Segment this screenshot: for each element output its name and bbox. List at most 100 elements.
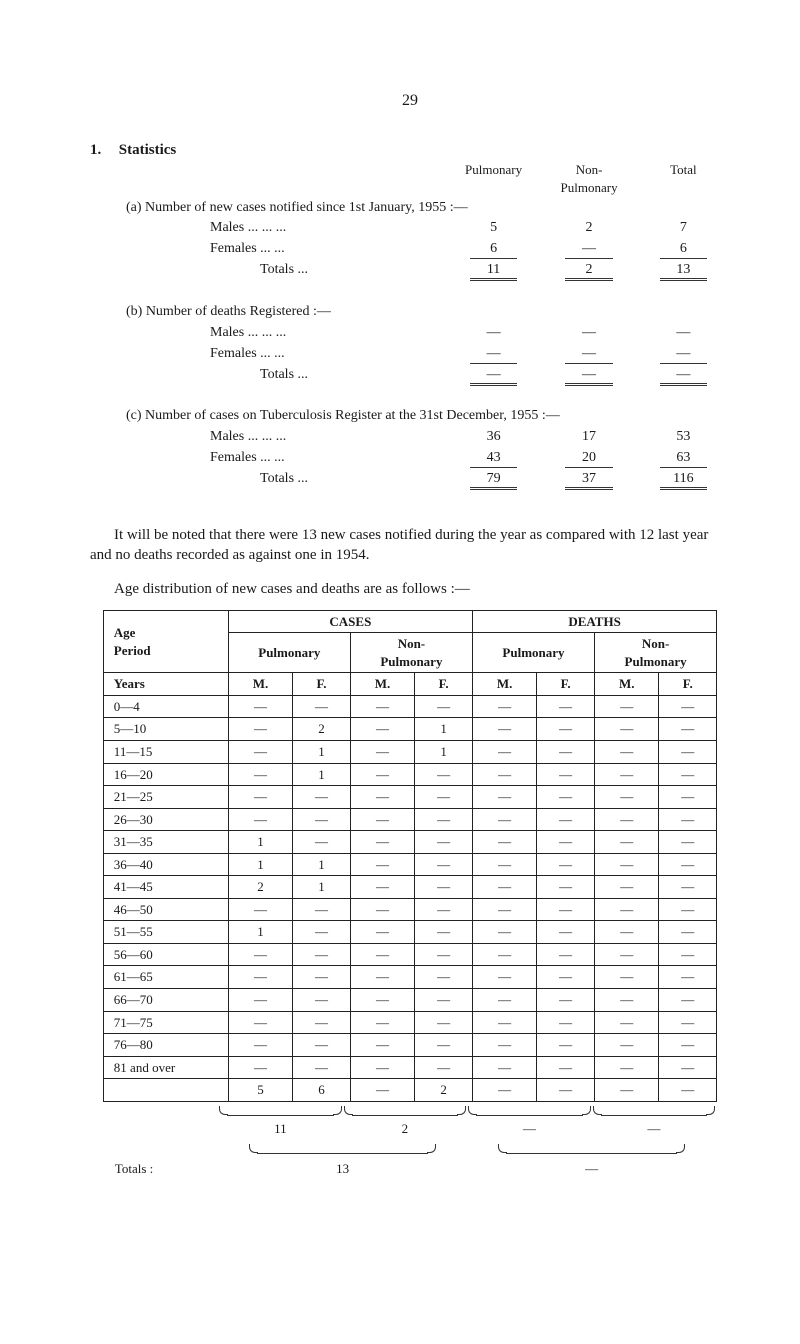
table-cell: — bbox=[537, 763, 595, 786]
age-label: 71—75 bbox=[103, 1011, 228, 1034]
table-cell: — bbox=[537, 966, 595, 989]
table-cell: — bbox=[293, 921, 351, 944]
age-label: 36—40 bbox=[103, 853, 228, 876]
table-cell: — bbox=[659, 763, 717, 786]
table-cell: — bbox=[228, 1011, 292, 1034]
table-cell: — bbox=[228, 898, 292, 921]
totals-label: Totals ... bbox=[90, 260, 446, 281]
table-cell: 2 bbox=[228, 876, 292, 899]
table-cell: — bbox=[537, 740, 595, 763]
table-cell: — bbox=[472, 921, 536, 944]
age-label: 16—20 bbox=[103, 763, 228, 786]
table-cell: — bbox=[350, 831, 414, 854]
table-cell: — bbox=[293, 786, 351, 809]
table-cell: — bbox=[595, 786, 659, 809]
age-header: Age Period bbox=[103, 610, 228, 673]
table-cell: — bbox=[293, 1034, 351, 1057]
table-cell: — bbox=[595, 831, 659, 854]
age-label: 56—60 bbox=[103, 943, 228, 966]
table-cell: — bbox=[537, 876, 595, 899]
table-cell: — bbox=[472, 988, 536, 1011]
table-cell: — bbox=[350, 763, 414, 786]
table-cell: — bbox=[595, 943, 659, 966]
table-cell: — bbox=[659, 921, 717, 944]
table-cell: — bbox=[293, 943, 351, 966]
row-label: Males ... ... ... bbox=[90, 218, 446, 239]
table-cell: — bbox=[537, 1011, 595, 1034]
table-cell: — bbox=[659, 988, 717, 1011]
table-cell: — bbox=[659, 1056, 717, 1079]
table-cell: — bbox=[472, 943, 536, 966]
col-header: Non- Pulmonary bbox=[541, 160, 636, 197]
table-cell: — bbox=[228, 763, 292, 786]
table-cell: — bbox=[595, 1034, 659, 1057]
table-cell: — bbox=[415, 695, 473, 718]
table-cell: — bbox=[415, 763, 473, 786]
table-cell: — bbox=[472, 740, 536, 763]
table-cell: — bbox=[595, 718, 659, 741]
table-cell: 1 bbox=[293, 876, 351, 899]
group-heading: (a) Number of new cases notified since 1… bbox=[90, 198, 730, 219]
table-cell: — bbox=[415, 898, 473, 921]
table-cell: — bbox=[415, 943, 473, 966]
table-cell: — bbox=[472, 808, 536, 831]
table-cell: — bbox=[537, 718, 595, 741]
table-cell: — bbox=[537, 831, 595, 854]
table-cell: — bbox=[228, 786, 292, 809]
table-cell: — bbox=[659, 876, 717, 899]
table-cell: — bbox=[659, 898, 717, 921]
table-cell: — bbox=[415, 1034, 473, 1057]
table-cell: — bbox=[415, 966, 473, 989]
table-cell: — bbox=[659, 695, 717, 718]
section-title: Statistics bbox=[119, 142, 177, 158]
table-cell: — bbox=[472, 1034, 536, 1057]
table-cell: — bbox=[293, 898, 351, 921]
table-cell: — bbox=[537, 988, 595, 1011]
table-cell: — bbox=[350, 740, 414, 763]
table-cell: — bbox=[659, 831, 717, 854]
table-cell: — bbox=[415, 1011, 473, 1034]
table-cell: — bbox=[659, 740, 717, 763]
table-cell: — bbox=[415, 988, 473, 1011]
table-cell: 1 bbox=[415, 740, 473, 763]
table-cell: — bbox=[595, 898, 659, 921]
table-cell: — bbox=[659, 786, 717, 809]
table-cell: 1 bbox=[293, 853, 351, 876]
table-cell: — bbox=[228, 740, 292, 763]
table-cell: — bbox=[293, 966, 351, 989]
table-cell: — bbox=[472, 876, 536, 899]
table-cell: — bbox=[595, 740, 659, 763]
table-cell: — bbox=[659, 1034, 717, 1057]
table-cell: — bbox=[228, 718, 292, 741]
section-header: 1. Statistics bbox=[90, 140, 730, 161]
table-cell: — bbox=[595, 921, 659, 944]
table-cell: — bbox=[472, 1056, 536, 1079]
table-cell: — bbox=[350, 1011, 414, 1034]
age-distribution-table: Age Period CASES DEATHS Pulmonary Non- P… bbox=[103, 610, 717, 1102]
table-cell: — bbox=[659, 943, 717, 966]
table-cell: — bbox=[350, 988, 414, 1011]
row-label: Females ... ... bbox=[90, 239, 446, 260]
table-cell: 2 bbox=[293, 718, 351, 741]
table-cell: — bbox=[293, 1011, 351, 1034]
table-cell: — bbox=[350, 1034, 414, 1057]
table-cell: — bbox=[595, 763, 659, 786]
table-cell: — bbox=[472, 786, 536, 809]
group-header: DEATHS bbox=[472, 610, 716, 633]
table-cell: — bbox=[472, 718, 536, 741]
table-cell: — bbox=[350, 1056, 414, 1079]
table-cell: — bbox=[537, 1034, 595, 1057]
table-cell: — bbox=[415, 853, 473, 876]
table-cell: — bbox=[472, 763, 536, 786]
table-cell: — bbox=[472, 1011, 536, 1034]
table-cell: — bbox=[659, 853, 717, 876]
table-cell: — bbox=[228, 808, 292, 831]
age-label: 5—10 bbox=[103, 718, 228, 741]
section-number: 1. bbox=[90, 142, 101, 158]
table-cell: — bbox=[659, 718, 717, 741]
table-cell: — bbox=[228, 695, 292, 718]
table-cell: — bbox=[350, 808, 414, 831]
age-label: 51—55 bbox=[103, 921, 228, 944]
table-cell: 1 bbox=[293, 763, 351, 786]
age-label: 76—80 bbox=[103, 1034, 228, 1057]
